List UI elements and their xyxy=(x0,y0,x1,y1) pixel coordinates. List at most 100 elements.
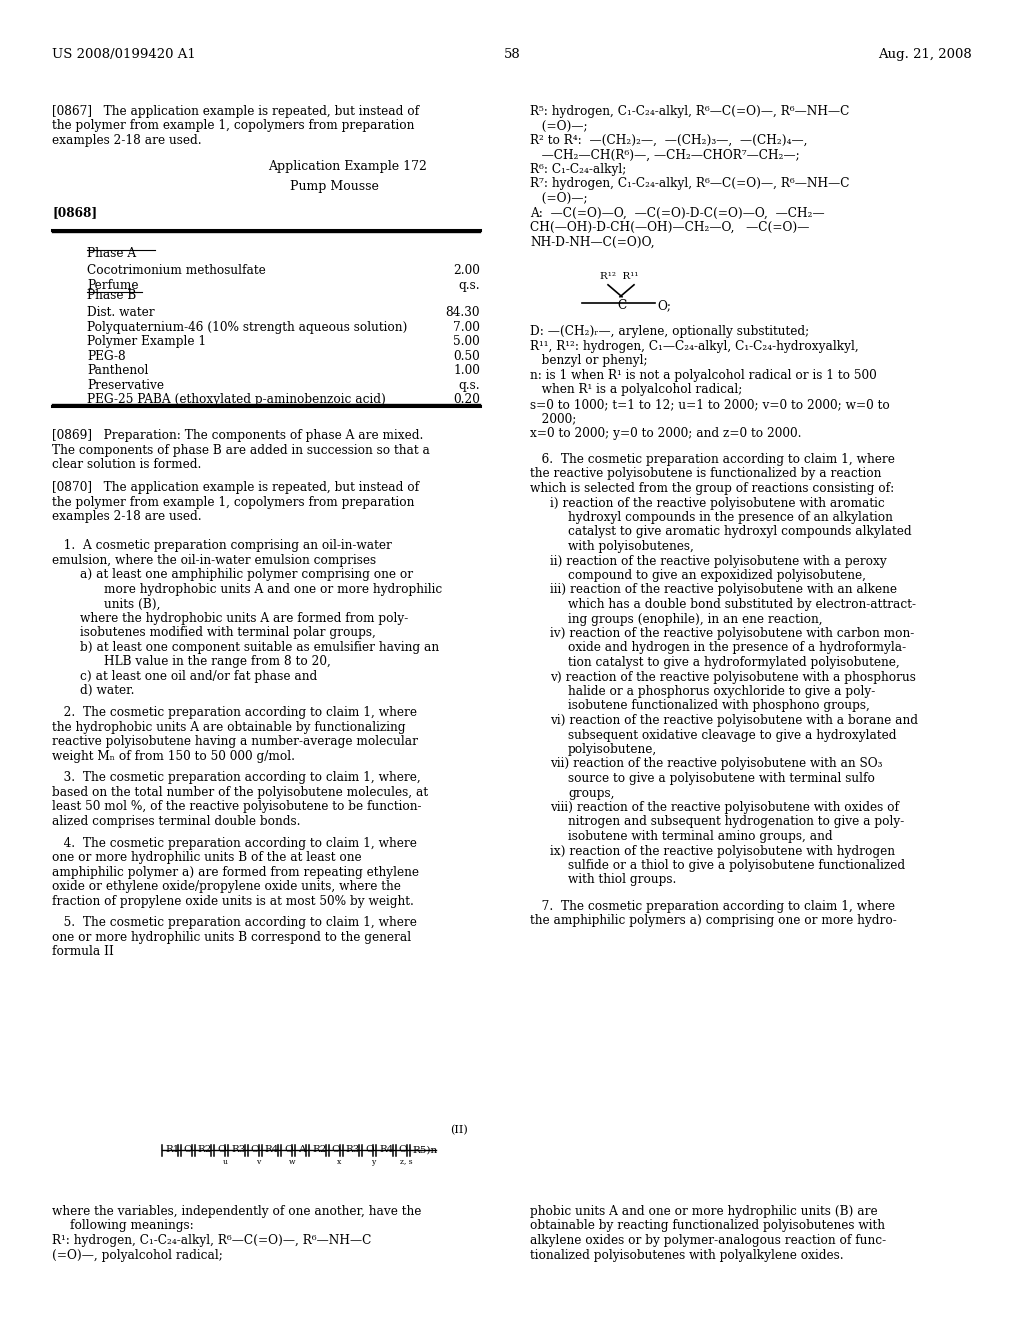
Text: 0.50: 0.50 xyxy=(454,350,480,363)
Text: R2: R2 xyxy=(312,1146,327,1155)
Text: CH(—OH)-D-CH(—OH)—CH₂—O,   —C(=O)—: CH(—OH)-D-CH(—OH)—CH₂—O, —C(=O)— xyxy=(530,220,809,234)
Text: amphiphilic polymer a) are formed from repeating ethylene: amphiphilic polymer a) are formed from r… xyxy=(52,866,419,879)
Text: ix) reaction of the reactive polyisobutene with hydrogen: ix) reaction of the reactive polyisobute… xyxy=(550,845,895,858)
Text: polyisobutene,: polyisobutene, xyxy=(568,743,657,756)
Text: formula II: formula II xyxy=(52,945,114,958)
Text: R2: R2 xyxy=(198,1146,212,1155)
Text: reactive polyisobutene having a number-average molecular: reactive polyisobutene having a number-a… xyxy=(52,735,418,748)
Text: least 50 mol %, of the reactive polyisobutene to be function-: least 50 mol %, of the reactive polyisob… xyxy=(52,800,422,813)
Text: when R¹ is a polyalcohol radical;: when R¹ is a polyalcohol radical; xyxy=(530,383,742,396)
Text: i) reaction of the reactive polyisobutene with aromatic: i) reaction of the reactive polyisobuten… xyxy=(550,496,885,510)
Text: d) water.: d) water. xyxy=(80,684,134,697)
Text: 2000;: 2000; xyxy=(530,412,577,425)
Text: iv) reaction of the reactive polyisobutene with carbon mon-: iv) reaction of the reactive polyisobute… xyxy=(550,627,914,640)
Text: catalyst to give aromatic hydroxyl compounds alkylated: catalyst to give aromatic hydroxyl compo… xyxy=(568,525,911,539)
Text: 0.20: 0.20 xyxy=(454,393,480,407)
Text: R5)n: R5)n xyxy=(413,1146,437,1155)
Text: x: x xyxy=(337,1158,342,1166)
Text: R⁶: C₁-C₂₄-alkyl;: R⁶: C₁-C₂₄-alkyl; xyxy=(530,162,627,176)
Text: more hydrophobic units A and one or more hydrophilic: more hydrophobic units A and one or more… xyxy=(104,583,442,595)
Text: vi) reaction of the reactive polyisobutene with a borane and: vi) reaction of the reactive polyisobute… xyxy=(550,714,918,727)
Text: O: O xyxy=(284,1146,293,1155)
Text: Aug. 21, 2008: Aug. 21, 2008 xyxy=(879,48,972,61)
Text: one or more hydrophilic units B correspond to the general: one or more hydrophilic units B correspo… xyxy=(52,931,411,944)
Text: nitrogen and subsequent hydrogenation to give a poly-: nitrogen and subsequent hydrogenation to… xyxy=(568,816,904,829)
Text: based on the total number of the polyisobutene molecules, at: based on the total number of the polyiso… xyxy=(52,785,428,799)
Text: C: C xyxy=(617,298,627,312)
Text: NH-D-NH—C(=O)O,: NH-D-NH—C(=O)O, xyxy=(530,235,654,248)
Text: [0870]   The application example is repeated, but instead of: [0870] The application example is repeat… xyxy=(52,482,419,495)
Text: x=0 to 2000; y=0 to 2000; and z=0 to 2000.: x=0 to 2000; y=0 to 2000; and z=0 to 200… xyxy=(530,426,802,440)
Text: the amphiphilic polymers a) comprising one or more hydro-: the amphiphilic polymers a) comprising o… xyxy=(530,913,897,927)
Text: b) at least one component suitable as emulsifier having an: b) at least one component suitable as em… xyxy=(80,642,439,653)
Text: examples 2-18 are used.: examples 2-18 are used. xyxy=(52,511,202,524)
Text: D: —(CH₂)ᵣ—, arylene, optionally substituted;: D: —(CH₂)ᵣ—, arylene, optionally substit… xyxy=(530,326,809,338)
Text: R3: R3 xyxy=(231,1146,246,1155)
Text: the polymer from example 1, copolymers from preparation: the polymer from example 1, copolymers f… xyxy=(52,496,415,510)
Text: oxide or ethylene oxide/propylene oxide units, where the: oxide or ethylene oxide/propylene oxide … xyxy=(52,880,400,894)
Text: 2.00: 2.00 xyxy=(454,264,480,277)
Text: isobutene functionalized with phosphono groups,: isobutene functionalized with phosphono … xyxy=(568,700,869,713)
Text: O;: O; xyxy=(657,298,671,312)
Text: R¹²  R¹¹: R¹² R¹¹ xyxy=(600,272,639,281)
Text: u: u xyxy=(222,1158,227,1166)
Text: the polymer from example 1, copolymers from preparation: the polymer from example 1, copolymers f… xyxy=(52,120,415,132)
Text: benzyl or phenyl;: benzyl or phenyl; xyxy=(530,354,647,367)
Text: q.s.: q.s. xyxy=(459,279,480,292)
Text: isobutene with terminal amino groups, and: isobutene with terminal amino groups, an… xyxy=(568,830,833,843)
Text: which is selected from the group of reactions consisting of:: which is selected from the group of reac… xyxy=(530,482,894,495)
Text: 5.  The cosmetic preparation according to claim 1, where: 5. The cosmetic preparation according to… xyxy=(52,916,417,929)
Text: v) reaction of the reactive polyisobutene with a phosphorus: v) reaction of the reactive polyisobuten… xyxy=(550,671,915,684)
Text: groups,: groups, xyxy=(568,787,614,800)
Text: O: O xyxy=(332,1146,340,1155)
Text: units (B),: units (B), xyxy=(104,598,161,610)
Text: where the variables, independently of one another, have the: where the variables, independently of on… xyxy=(52,1205,421,1218)
Text: vii) reaction of the reactive polyisobutene with an SO₃: vii) reaction of the reactive polyisobut… xyxy=(550,758,883,771)
Text: R4: R4 xyxy=(379,1146,393,1155)
Text: O: O xyxy=(251,1146,259,1155)
Text: US 2008/0199420 A1: US 2008/0199420 A1 xyxy=(52,48,196,61)
Text: (II): (II) xyxy=(451,1125,468,1135)
Text: PEG-8: PEG-8 xyxy=(87,350,126,363)
Text: compound to give an expoxidized polyisobutene,: compound to give an expoxidized polyisob… xyxy=(568,569,866,582)
Text: PEG-25 PABA (ethoxylated p-aminobenzoic acid): PEG-25 PABA (ethoxylated p-aminobenzoic … xyxy=(87,393,386,407)
Text: The components of phase B are added in succession so that a: The components of phase B are added in s… xyxy=(52,444,430,457)
Text: R¹: hydrogen, C₁-C₂₄-alkyl, R⁶—C(=O)—, R⁶—NH—C: R¹: hydrogen, C₁-C₂₄-alkyl, R⁶—C(=O)—, R… xyxy=(52,1234,372,1247)
Text: [0869]   Preparation: The components of phase A are mixed.: [0869] Preparation: The components of ph… xyxy=(52,429,423,442)
Text: subsequent oxidative cleavage to give a hydroxylated: subsequent oxidative cleavage to give a … xyxy=(568,729,896,742)
Text: (=O)—;: (=O)—; xyxy=(530,191,588,205)
Text: Preservative: Preservative xyxy=(87,379,164,392)
Text: sulfide or a thiol to give a polyisobutene functionalized: sulfide or a thiol to give a polyisobute… xyxy=(568,859,905,873)
Text: one or more hydrophilic units B of the at least one: one or more hydrophilic units B of the a… xyxy=(52,851,361,865)
Text: 6.  The cosmetic preparation according to claim 1, where: 6. The cosmetic preparation according to… xyxy=(530,453,895,466)
Text: [0867]   The application example is repeated, but instead of: [0867] The application example is repeat… xyxy=(52,106,419,117)
Text: isobutenes modified with terminal polar groups,: isobutenes modified with terminal polar … xyxy=(80,627,376,639)
Text: following meanings:: following meanings: xyxy=(70,1220,194,1233)
Text: weight Mₙ of from 150 to 50 000 g/mol.: weight Mₙ of from 150 to 50 000 g/mol. xyxy=(52,750,295,763)
Text: Application Example 172: Application Example 172 xyxy=(268,160,427,173)
Text: c) at least one oil and/or fat phase and: c) at least one oil and/or fat phase and xyxy=(80,669,317,682)
Text: Panthenol: Panthenol xyxy=(87,364,148,378)
Text: tion catalyst to give a hydroformylated polyisobutene,: tion catalyst to give a hydroformylated … xyxy=(568,656,900,669)
Text: viii) reaction of the reactive polyisobutene with oxides of: viii) reaction of the reactive polyisobu… xyxy=(550,801,899,814)
Text: iii) reaction of the reactive polyisobutene with an alkene: iii) reaction of the reactive polyisobut… xyxy=(550,583,897,597)
Text: z, s: z, s xyxy=(400,1158,413,1166)
Text: source to give a polyisobutene with terminal sulfo: source to give a polyisobutene with term… xyxy=(568,772,874,785)
Text: 58: 58 xyxy=(504,48,520,61)
Text: ii) reaction of the reactive polyisobutene with a peroxy: ii) reaction of the reactive polyisobute… xyxy=(550,554,887,568)
Text: obtainable by reacting functionalized polyisobutenes with: obtainable by reacting functionalized po… xyxy=(530,1220,885,1233)
Text: which has a double bond substituted by electron-attract-: which has a double bond substituted by e… xyxy=(568,598,916,611)
Text: 1.00: 1.00 xyxy=(454,364,480,378)
Text: R4: R4 xyxy=(264,1146,279,1155)
Text: (=O)—, polyalcohol radical;: (=O)—, polyalcohol radical; xyxy=(52,1249,223,1262)
Text: HLB value in the range from 8 to 20,: HLB value in the range from 8 to 20, xyxy=(104,656,331,668)
Text: tionalized polyisobutenes with polyalkylene oxides.: tionalized polyisobutenes with polyalkyl… xyxy=(530,1249,844,1262)
Text: 7.00: 7.00 xyxy=(454,321,480,334)
Text: a) at least one amphiphilic polymer comprising one or: a) at least one amphiphilic polymer comp… xyxy=(80,569,413,581)
Text: Phase B: Phase B xyxy=(87,289,136,302)
Text: Polymer Example 1: Polymer Example 1 xyxy=(87,335,206,348)
Text: v: v xyxy=(256,1158,261,1166)
Text: fraction of propylene oxide units is at most 50% by weight.: fraction of propylene oxide units is at … xyxy=(52,895,414,908)
Text: 84.30: 84.30 xyxy=(445,306,480,319)
Text: with thiol groups.: with thiol groups. xyxy=(568,874,677,887)
